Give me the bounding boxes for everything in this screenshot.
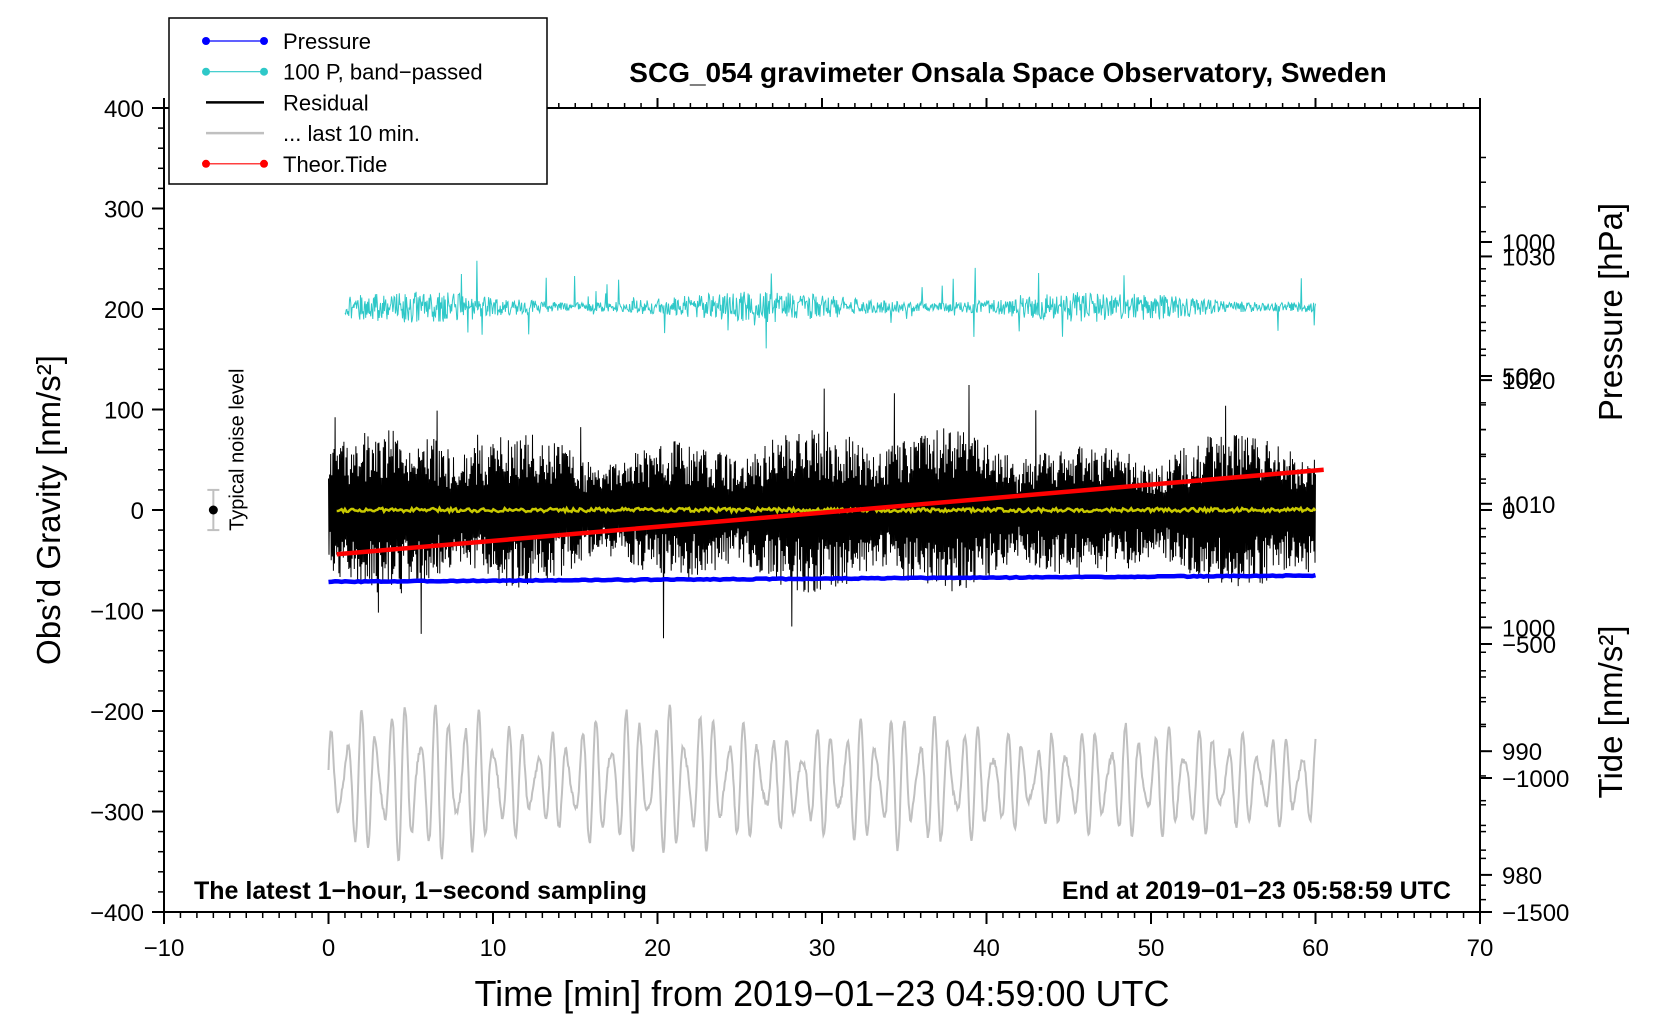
legend-label: Pressure: [283, 29, 371, 54]
legend-label: Theor.Tide: [283, 152, 387, 177]
legend: Pressure 100 P, band−passed Residual ... la…: [168, 17, 548, 185]
pressure-tick-label: 1020: [1502, 368, 1555, 395]
series-residual: [328, 384, 1316, 639]
legend-marker: [260, 37, 268, 45]
chart-title: SCG_054 gravimeter Onsala Space Observat…: [629, 57, 1386, 88]
legend-label: Residual: [283, 90, 369, 115]
tide-tick-label: −1000: [1502, 766, 1569, 793]
tide-axis-label: Tide [nm/s²]: [1592, 626, 1629, 799]
tide-tick-label: 500: [1502, 364, 1542, 391]
series-pressure: [328, 573, 1317, 585]
x-tick-label: 10: [480, 935, 507, 962]
legend-box: [168, 17, 548, 185]
noise-bar: [207, 488, 220, 532]
pressure-axis-ticks: 1030 1020 1010 1000 990 980: [1480, 156, 1555, 901]
legend-marker: [202, 67, 210, 76]
left-tick-label: 400: [104, 96, 144, 123]
tide-tick-label: 0: [1502, 498, 1515, 525]
left-tick-label: −400: [90, 900, 144, 927]
x-tick-label: 0: [322, 935, 335, 962]
left-tick-label: 0: [131, 498, 144, 525]
tide-tick-label: 1000: [1502, 230, 1555, 257]
noise-bar-dot: [208, 505, 218, 515]
x-axis-label: Time [min] from 2019−01−23 04:59:00 UTC: [474, 973, 1169, 1014]
pressure-tick-label: 1010: [1502, 492, 1555, 519]
series-layer: [327, 260, 1324, 862]
x-tick-label: −10: [144, 935, 185, 962]
annotation-bottom-right: End at 2019−01−23 05:58:59 UTC: [1062, 877, 1451, 905]
tide-axis-ticks: 1000 500 0 −500 −1000 −1500: [1480, 230, 1569, 927]
series-theoretical-tide: [336, 467, 1324, 557]
pressure-axis-label: Pressure [hPa]: [1592, 203, 1629, 421]
pressure-tick-label: 1030: [1502, 244, 1555, 271]
x-tick-label: 40: [973, 935, 1000, 962]
legend-label: 100 P, band−passed: [283, 60, 483, 85]
left-axis-label: Obs’d Gravity [nm/s²]: [30, 355, 67, 665]
series-last-10-min: [327, 704, 1317, 862]
legend-marker: [202, 159, 210, 168]
x-axis-ticks: −10 0 10 20 30 40 50 60 70: [144, 98, 1494, 962]
left-tick-label: −300: [90, 800, 144, 827]
noise-level-label: Typical noise level: [226, 369, 248, 531]
annotation-bottom-left: The latest 1−hour, 1−second sampling: [194, 877, 647, 905]
x-tick-label: 70: [1467, 935, 1494, 962]
x-tick-label: 60: [1302, 935, 1329, 962]
left-tick-label: 100: [104, 398, 144, 425]
x-tick-label: 50: [1138, 935, 1165, 962]
x-tick-label: 30: [809, 935, 836, 962]
legend-marker: [260, 67, 268, 76]
pressure-tick-label: 1000: [1502, 616, 1555, 643]
left-tick-label: 300: [104, 197, 144, 224]
legend-label: ... last 10 min.: [283, 121, 420, 146]
left-axis-ticks: 400 300 200 100 0 −100 −200 −300 −400: [90, 96, 164, 927]
legend-marker: [260, 159, 268, 168]
pressure-tick-label: 980: [1502, 863, 1542, 890]
left-tick-label: −100: [90, 599, 144, 626]
left-tick-label: 200: [104, 297, 144, 324]
tide-tick-label: −500: [1502, 632, 1556, 659]
series-pressure-band-passed: [344, 260, 1316, 349]
left-tick-label: −200: [90, 699, 144, 726]
tide-tick-label: −1500: [1502, 900, 1569, 927]
x-tick-label: 20: [644, 935, 671, 962]
legend-marker: [202, 37, 210, 45]
pressure-tick-label: 990: [1502, 739, 1542, 766]
